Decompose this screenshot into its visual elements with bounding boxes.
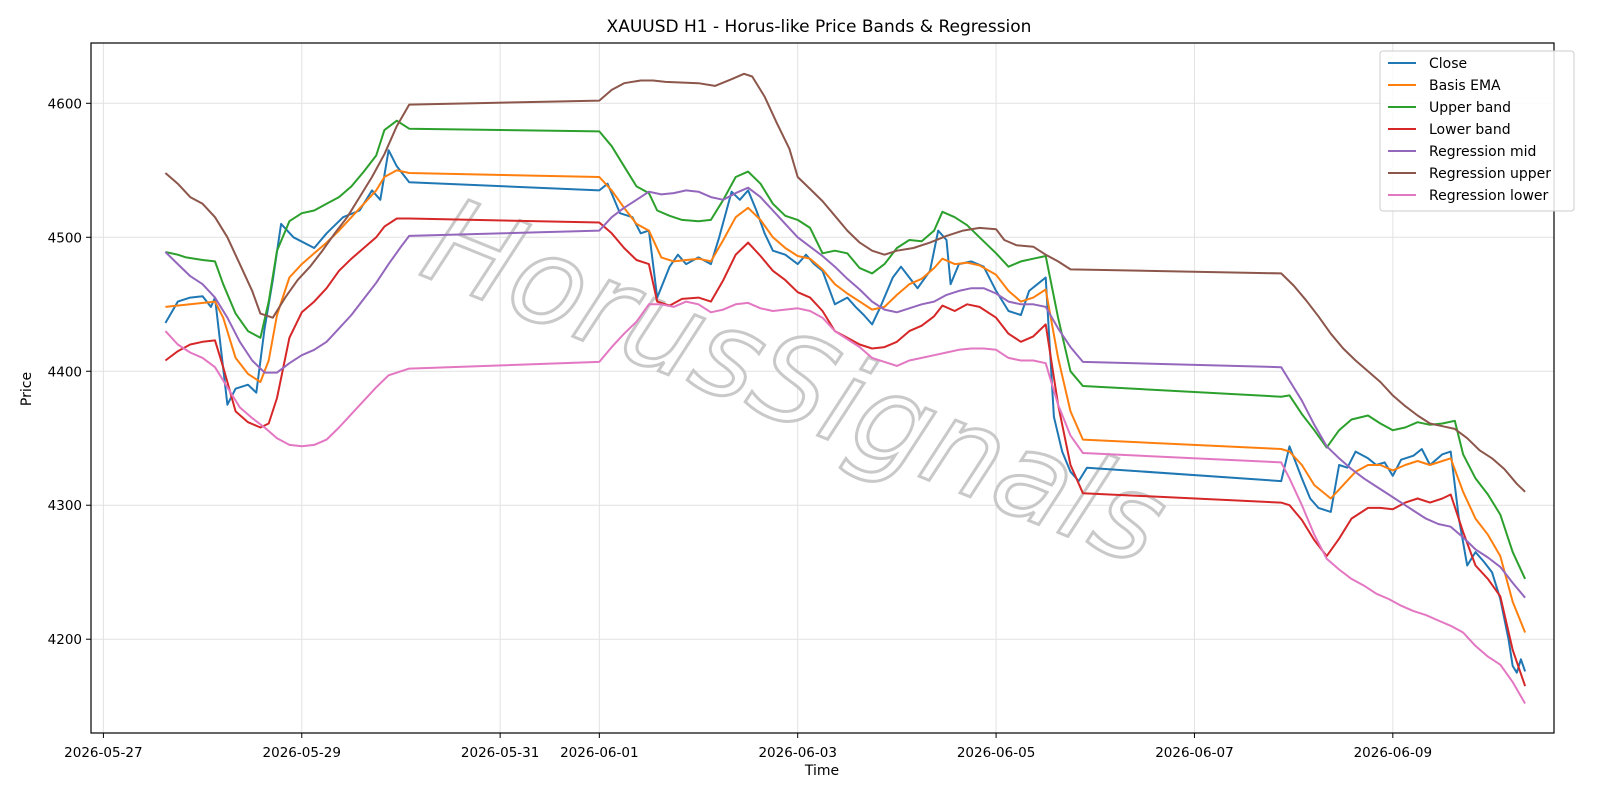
x-tick-label: 2026-06-09 xyxy=(1354,745,1432,761)
legend-label: Regression upper xyxy=(1429,166,1551,182)
x-tick-label: 2026-06-01 xyxy=(560,745,638,761)
x-tick-label: 2026-06-07 xyxy=(1155,745,1233,761)
series-line-regression-upper xyxy=(164,72,1526,493)
chart-title: XAUUSD H1 - Horus-like Price Bands & Reg… xyxy=(607,17,1032,37)
y-tick-label: 4300 xyxy=(48,498,82,514)
plot-frame xyxy=(90,42,1555,734)
series-lines xyxy=(164,72,1527,705)
legend-box xyxy=(1379,50,1575,212)
axis-ticks: 2026-05-27 2026-05-29 2026-05-31 2026-06-01… xyxy=(48,96,1432,761)
y-tick-label: 4600 xyxy=(48,96,82,112)
legend-label: Upper band xyxy=(1429,100,1511,116)
x-axis-label: Time xyxy=(804,763,839,779)
x-tick-label: 2026-05-29 xyxy=(263,745,341,761)
legend-label: Regression lower xyxy=(1429,188,1549,204)
legend-label: Close xyxy=(1429,56,1467,72)
legend: Close Basis EMA Upper band Lower band Regres… xyxy=(1379,50,1575,212)
y-tick-label: 4500 xyxy=(48,230,82,246)
series-line-regression-lower xyxy=(164,300,1526,705)
legend-label: Lower band xyxy=(1429,122,1511,138)
series-line-upper-band xyxy=(165,119,1527,580)
x-tick-label: 2026-06-05 xyxy=(957,745,1035,761)
x-tick-label: 2026-05-31 xyxy=(461,745,539,761)
y-tick-label: 4400 xyxy=(48,364,82,380)
y-tick-label: 4200 xyxy=(48,632,82,648)
series-line-basis-ema xyxy=(165,169,1527,633)
legend-label: Basis EMA xyxy=(1429,78,1501,94)
y-axis-label: Price xyxy=(19,372,35,406)
x-tick-label: 2026-05-27 xyxy=(64,745,142,761)
x-tick-label: 2026-06-03 xyxy=(758,745,836,761)
legend-label: Regression mid xyxy=(1429,144,1536,160)
series-line-regression-mid xyxy=(164,186,1526,599)
